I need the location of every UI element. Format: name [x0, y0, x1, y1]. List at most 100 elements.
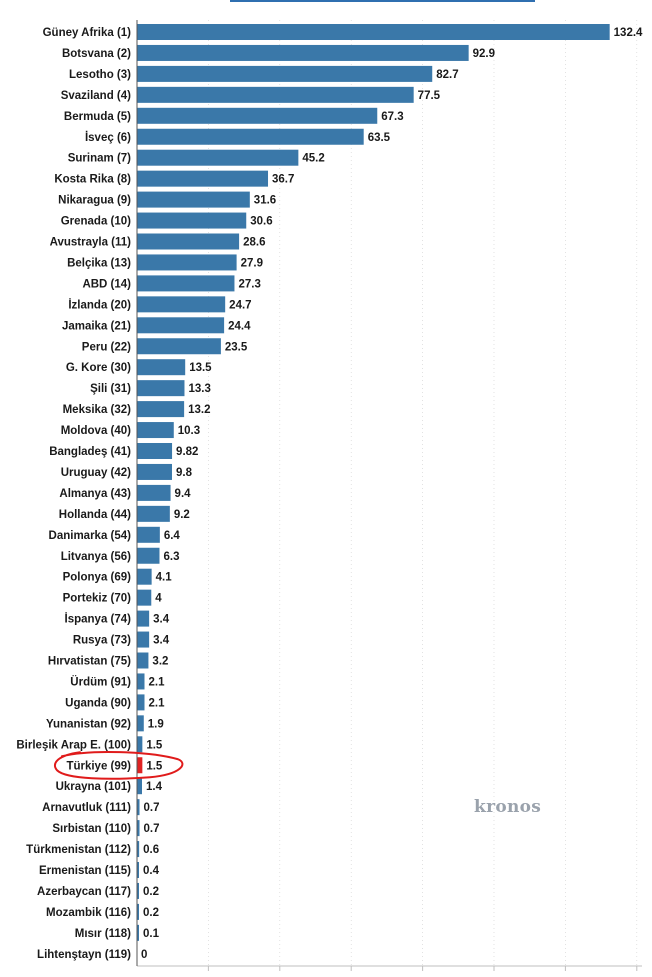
category-label: Almanya (43) — [59, 488, 131, 500]
bar — [137, 694, 145, 711]
category-label: Jamaika (21) — [62, 320, 131, 332]
value-label: 6.3 — [163, 551, 179, 563]
bar — [137, 526, 160, 543]
value-label: 9.82 — [176, 446, 198, 458]
bar — [137, 338, 221, 355]
category-label: Peru (22) — [82, 341, 131, 353]
value-label: 1.5 — [146, 760, 163, 772]
category-label: Grenada (10) — [61, 216, 131, 228]
category-label: Uruguay (42) — [61, 467, 131, 479]
value-label: 13.3 — [188, 383, 210, 395]
bar — [137, 463, 172, 480]
bar — [137, 736, 143, 753]
category-label: Kosta Rika (8) — [54, 174, 131, 186]
bar — [137, 44, 469, 61]
value-label: 0.4 — [143, 865, 160, 877]
value-label: 13.2 — [188, 404, 210, 416]
bar — [137, 86, 414, 103]
value-label: 0.2 — [143, 907, 159, 919]
value-label: 0 — [141, 949, 147, 961]
annotation-ellipse — [53, 751, 184, 780]
bar — [137, 610, 150, 627]
top-accent-strip — [230, 0, 535, 2]
bar — [137, 380, 185, 397]
value-label: 77.5 — [418, 90, 441, 102]
value-label: 3.2 — [152, 656, 168, 668]
category-label: Şili (31) — [90, 383, 131, 395]
value-label: 1.5 — [146, 739, 163, 751]
value-label: 67.3 — [381, 111, 403, 123]
bar — [137, 505, 170, 522]
value-label: 63.5 — [368, 132, 391, 144]
bar — [137, 128, 364, 145]
bar — [137, 589, 152, 606]
value-label: 3.4 — [153, 635, 170, 647]
category-label: Mozambik (116) — [46, 907, 131, 919]
category-label: Ukrayna (101) — [56, 781, 132, 793]
value-label: 6.4 — [164, 530, 181, 542]
bar — [137, 799, 140, 816]
value-label: 132.4 — [614, 27, 643, 39]
bar — [137, 924, 139, 941]
bar — [137, 107, 378, 124]
bar — [137, 401, 185, 418]
value-label: 28.6 — [243, 237, 265, 249]
value-label: 31.6 — [254, 195, 276, 207]
category-label: Yunanistan (92) — [46, 718, 131, 730]
value-label: 13.5 — [189, 362, 212, 374]
category-label: Rusya (73) — [73, 635, 131, 647]
category-label: Azerbaycan (117) — [37, 886, 131, 898]
bar — [137, 422, 174, 439]
bar — [137, 484, 171, 501]
category-label: Bangladeş (41) — [49, 446, 131, 458]
category-label: Meksika (32) — [63, 404, 132, 416]
category-label: Türkmenistan (112) — [26, 844, 131, 856]
value-label: 4 — [155, 593, 162, 605]
category-label: İspanya (74) — [65, 613, 132, 626]
bar — [137, 212, 247, 229]
bar — [137, 191, 250, 208]
category-label: Avustrayla (11) — [50, 237, 132, 249]
category-label: Portekiz (70) — [63, 593, 132, 605]
value-label: 10.3 — [178, 425, 200, 437]
value-label: 82.7 — [436, 69, 458, 81]
bar — [137, 778, 142, 795]
value-label: 0.2 — [143, 886, 159, 898]
category-label: Birleşik Arap E. (100) — [16, 739, 131, 751]
value-label: 0.6 — [143, 844, 159, 856]
category-label: Hollanda (44) — [59, 509, 131, 521]
value-label: 2.1 — [148, 676, 165, 688]
bar — [137, 254, 237, 271]
category-label: Bermuda (5) — [64, 111, 131, 123]
x-axis — [137, 965, 642, 971]
bar — [137, 903, 139, 920]
bar — [137, 233, 240, 250]
category-label: Ermenistan (115) — [39, 865, 131, 877]
value-label: 9.8 — [176, 467, 193, 479]
bar — [137, 359, 186, 376]
bar — [137, 652, 149, 669]
bar — [137, 317, 225, 334]
category-label: Nikaragua (9) — [58, 195, 131, 207]
category-label: Hırvatistan (75) — [48, 656, 131, 668]
bar — [137, 568, 152, 585]
bar — [137, 673, 145, 690]
bar-highlight — [137, 757, 143, 774]
bar — [137, 275, 235, 292]
value-label: 27.9 — [241, 257, 263, 269]
value-label: 0.7 — [143, 823, 159, 835]
gridlines — [208, 20, 638, 966]
value-label: 30.6 — [250, 216, 272, 228]
value-label: 24.7 — [229, 299, 251, 311]
category-label: ABD (14) — [82, 278, 131, 290]
category-label: Türkiye (99) — [66, 760, 131, 772]
bar — [137, 296, 226, 313]
category-label: İzlanda (20) — [68, 298, 131, 311]
category-label: Danimarka (54) — [49, 530, 132, 542]
value-label: 27.3 — [238, 278, 260, 290]
value-label: 1.9 — [148, 718, 164, 730]
category-label: Sırbistan (110) — [52, 823, 131, 835]
bar — [137, 547, 160, 564]
value-label: 4.1 — [156, 572, 173, 584]
